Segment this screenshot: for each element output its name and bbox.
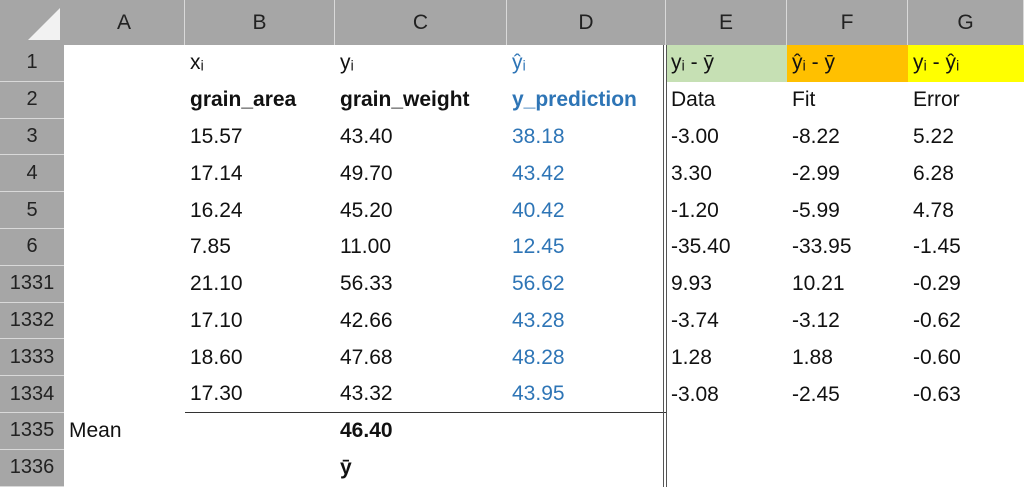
cell[interactable]: 17.14 xyxy=(190,161,243,185)
row-header[interactable]: 3 xyxy=(0,118,64,156)
cell[interactable]: -0.60 xyxy=(913,345,961,369)
column-separator xyxy=(663,45,664,487)
cell[interactable]: 17.10 xyxy=(190,308,243,332)
cell[interactable]: -2.99 xyxy=(792,161,840,185)
cell[interactable]: 7.85 xyxy=(190,235,231,259)
cell[interactable]: -8.22 xyxy=(792,124,840,148)
cell[interactable]: 1.28 xyxy=(671,345,712,369)
cell[interactable]: 56.62 xyxy=(512,272,565,296)
column-header[interactable]: F xyxy=(787,0,908,45)
cell[interactable]: 43.40 xyxy=(340,124,393,148)
row-header[interactable]: 1336 xyxy=(0,449,64,487)
cell[interactable]: -3.00 xyxy=(671,124,719,148)
row-header[interactable]: 6 xyxy=(0,229,64,266)
cell[interactable]: grain_weight xyxy=(340,88,470,112)
cell[interactable]: 46.40 xyxy=(340,419,393,443)
cell[interactable]: 15.57 xyxy=(190,124,243,148)
cell[interactable]: yᵢ - ȳ xyxy=(666,45,787,82)
cell[interactable]: xᵢ xyxy=(190,51,204,75)
cell[interactable]: 12.45 xyxy=(512,235,565,259)
cell[interactable]: 49.70 xyxy=(340,161,393,185)
cell[interactable]: -3.74 xyxy=(671,308,719,332)
cell[interactable]: 47.68 xyxy=(340,345,393,369)
cell[interactable]: -1.20 xyxy=(671,198,719,222)
cell[interactable]: 45.20 xyxy=(340,198,393,222)
column-header[interactable]: B xyxy=(185,0,335,45)
cell[interactable]: 43.42 xyxy=(512,161,565,185)
row-header[interactable]: 2 xyxy=(0,81,64,119)
cell[interactable]: ŷᵢ - ȳ xyxy=(787,45,908,82)
column-header[interactable]: G xyxy=(908,0,1024,45)
cell[interactable]: 48.28 xyxy=(512,345,565,369)
cell[interactable]: -5.99 xyxy=(792,198,840,222)
cell[interactable]: ŷᵢ xyxy=(512,51,526,75)
cell[interactable]: Error xyxy=(913,88,960,112)
cell[interactable]: 6.28 xyxy=(913,161,954,185)
cell[interactable]: Mean xyxy=(69,419,122,443)
cell[interactable]: y_prediction xyxy=(512,88,637,112)
row-header[interactable]: 1335 xyxy=(0,413,64,450)
cell[interactable]: 21.10 xyxy=(190,272,243,296)
row-header[interactable]: 5 xyxy=(0,192,64,229)
cell[interactable]: 38.18 xyxy=(512,124,565,148)
row-header[interactable]: 1331 xyxy=(0,265,64,303)
cell[interactable]: 11.00 xyxy=(340,235,391,259)
cell[interactable]: -3.12 xyxy=(792,308,840,332)
cell[interactable]: 42.66 xyxy=(340,308,393,332)
cell[interactable]: yᵢ - ŷᵢ xyxy=(908,45,1024,82)
cell[interactable]: 4.78 xyxy=(913,198,954,222)
cell[interactable]: 1.88 xyxy=(792,345,833,369)
cell[interactable]: Fit xyxy=(792,88,816,112)
row-header[interactable]: 1 xyxy=(0,45,64,82)
column-header[interactable]: D xyxy=(507,0,666,45)
cell[interactable]: -0.62 xyxy=(913,308,961,332)
cell[interactable]: 40.42 xyxy=(512,198,565,222)
cell[interactable]: 5.22 xyxy=(913,124,954,148)
cell[interactable]: 10.21 xyxy=(792,272,845,296)
cell[interactable]: yᵢ xyxy=(340,51,354,75)
column-separator xyxy=(666,45,667,487)
cell[interactable]: -0.29 xyxy=(913,272,961,296)
column-header[interactable]: E xyxy=(666,0,787,45)
cell[interactable]: -35.40 xyxy=(671,235,731,259)
cell[interactable]: -1.45 xyxy=(913,235,961,259)
column-header[interactable]: C xyxy=(335,0,507,45)
cell[interactable]: -3.08 xyxy=(671,382,719,406)
select-all-corner[interactable] xyxy=(0,0,64,45)
cell[interactable]: -33.95 xyxy=(792,235,852,259)
cell[interactable]: 56.33 xyxy=(340,272,393,296)
cell[interactable]: 18.60 xyxy=(190,345,243,369)
cell[interactable]: -2.45 xyxy=(792,382,840,406)
cell[interactable]: 3.30 xyxy=(671,161,712,185)
cell[interactable]: 43.95 xyxy=(507,376,666,413)
cell[interactable]: ȳ xyxy=(340,456,352,480)
corner-triangle xyxy=(28,8,60,40)
cell[interactable]: -0.63 xyxy=(913,382,961,406)
row-header[interactable]: 4 xyxy=(0,155,64,193)
cell[interactable]: 17.30 xyxy=(185,376,335,413)
column-header[interactable]: A xyxy=(64,0,185,45)
cell[interactable]: 16.24 xyxy=(190,198,243,222)
row-header[interactable]: 1334 xyxy=(0,376,64,413)
cell[interactable]: 9.93 xyxy=(671,272,712,296)
row-header[interactable]: 1333 xyxy=(0,339,64,377)
cell[interactable]: 43.32 xyxy=(335,376,507,413)
row-header[interactable]: 1332 xyxy=(0,302,64,340)
cell[interactable]: grain_area xyxy=(190,88,297,112)
cell[interactable]: Data xyxy=(671,88,716,112)
cell[interactable]: 43.28 xyxy=(512,308,565,332)
